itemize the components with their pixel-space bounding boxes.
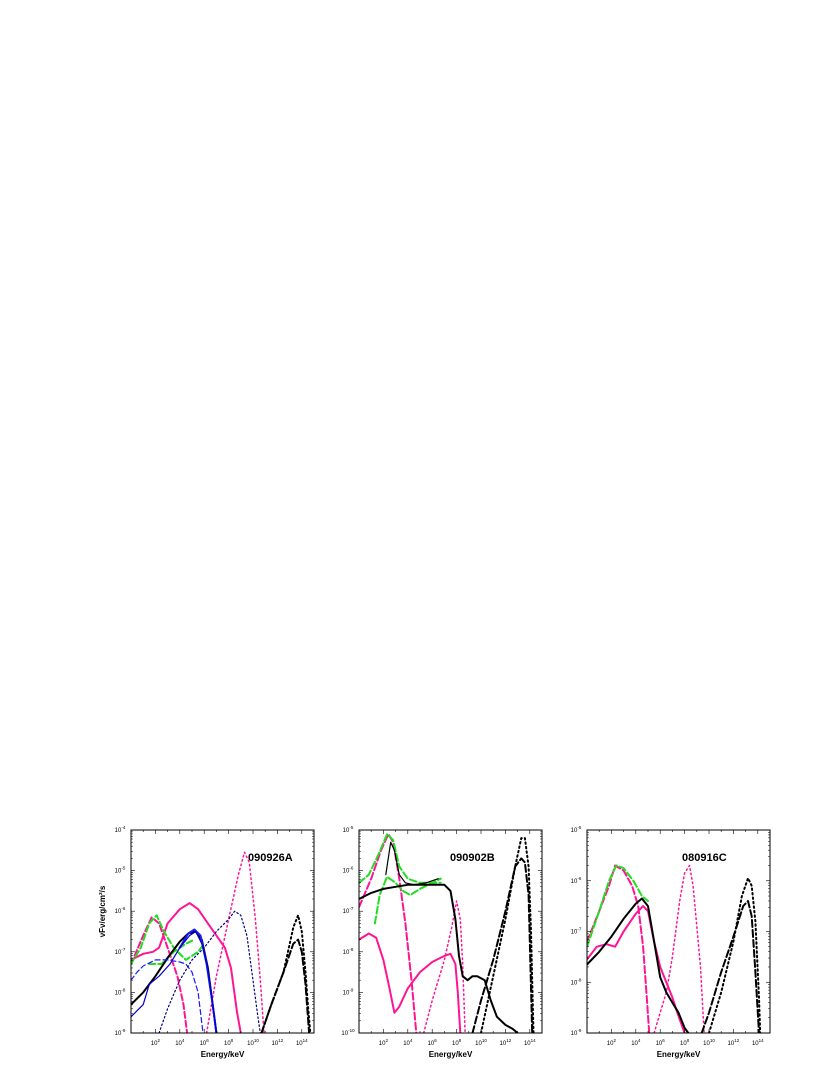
series-line-7 — [359, 883, 519, 1033]
series-line-7 — [700, 900, 760, 1033]
x-tick-label: 1014 — [524, 1038, 536, 1047]
series-line-5 — [587, 897, 690, 1033]
series-line-8 — [480, 837, 535, 1033]
x-tick-label: 1014 — [296, 1038, 308, 1047]
plot-frame — [358, 829, 543, 1034]
series-line-4 — [131, 914, 206, 965]
y-tick-label: 10-6 — [343, 866, 354, 875]
x-tick-label: 1014 — [752, 1038, 764, 1047]
series-line-1 — [359, 932, 462, 1033]
series-line-6 — [385, 841, 439, 886]
series-line-8 — [131, 930, 217, 1033]
series-line-3 — [653, 864, 705, 1033]
series-group — [131, 851, 312, 1033]
y-tick-label: 10-9 — [343, 987, 354, 996]
series-group — [587, 864, 762, 1033]
x-tick-label: 108 — [224, 1038, 234, 1047]
x-axis-label: Energy/keV — [201, 1050, 245, 1059]
chart-panel-2: 102 104 106 108 1010 1012 1014 10-10 10-9 10-8 10-… — [341, 825, 543, 1059]
y-tick-label: 10-8 — [115, 987, 126, 996]
y-tick-label: 10-9 — [571, 1028, 582, 1037]
panel-title: 080916C — [682, 852, 727, 864]
x-tick-label: 106 — [428, 1038, 438, 1047]
y-tick-label: 10-8 — [571, 977, 582, 986]
y-tick-label: 10-7 — [571, 927, 582, 936]
series-line-2 — [359, 833, 418, 1033]
series-line-6 — [708, 877, 762, 1033]
x-tick-label: 108 — [452, 1038, 462, 1047]
y-tick-label: 10-6 — [571, 876, 582, 885]
x-tick-label: 1010 — [703, 1038, 715, 1047]
chart-panel-3: 102 104 106 108 1010 1012 1014 10-9 10-8 10-7 10-6… — [571, 825, 771, 1059]
y-tick-label: 10-8 — [343, 947, 354, 956]
y-tick-label: 10-6 — [115, 906, 126, 915]
y-tick-label: 10-5 — [115, 866, 126, 875]
series-line-9 — [131, 959, 204, 1033]
series-line-9 — [471, 857, 534, 1033]
x-tick-label: 1012 — [500, 1038, 512, 1047]
x-tick-label: 104 — [631, 1038, 641, 1047]
y-tick-label: 10-5 — [571, 825, 582, 834]
panel-title: 090902B — [450, 852, 495, 864]
x-tick-label: 102 — [379, 1038, 389, 1047]
y-tick-label: 10-4 — [115, 825, 126, 834]
y-axis-label: νFν/erg/cm²/s — [98, 885, 107, 937]
x-tick-label: 1010 — [247, 1038, 259, 1047]
x-tick-label: 106 — [200, 1038, 210, 1047]
x-tick-label: 106 — [656, 1038, 666, 1047]
series-line-2 — [131, 916, 189, 1033]
series-line-5 — [148, 938, 196, 965]
series-line-1 — [131, 902, 242, 1033]
x-tick-label: 102 — [607, 1038, 617, 1047]
series-line-11 — [260, 914, 312, 1033]
series-group — [359, 833, 535, 1033]
y-tick-label: 10-9 — [115, 1028, 126, 1037]
x-tick-label: 1012 — [272, 1038, 284, 1047]
series-line-3 — [205, 851, 265, 1033]
series-line-10 — [158, 910, 261, 1033]
series-line-4 — [587, 864, 649, 948]
y-tick-label: 10-5 — [343, 825, 354, 834]
x-axis-label: Energy/keV — [657, 1050, 701, 1059]
x-tick-label: 102 — [151, 1038, 161, 1047]
x-tick-label: 1010 — [475, 1038, 487, 1047]
x-tick-label: 104 — [175, 1038, 185, 1047]
plot-frame — [130, 829, 315, 1034]
series-line-1 — [587, 905, 686, 1033]
series-line-12 — [260, 938, 311, 1033]
x-tick-label: 104 — [403, 1038, 413, 1047]
y-tick-label: 10-10 — [341, 1028, 355, 1037]
y-tick-label: 10-7 — [115, 947, 126, 956]
chart-panel-1: 102 104 106 108 1010 1012 1014 10-9 10-8 10-7 10-6… — [98, 825, 315, 1059]
panel-title: 090926A — [248, 852, 293, 864]
x-tick-label: 108 — [680, 1038, 690, 1047]
y-tick-label: 10-7 — [343, 906, 354, 915]
x-tick-label: 1012 — [728, 1038, 740, 1047]
x-axis-label: Energy/keV — [429, 1050, 473, 1059]
